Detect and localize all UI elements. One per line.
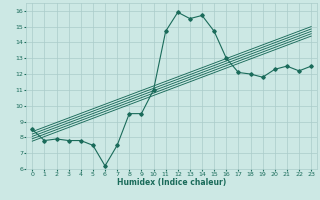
- X-axis label: Humidex (Indice chaleur): Humidex (Indice chaleur): [117, 178, 226, 187]
